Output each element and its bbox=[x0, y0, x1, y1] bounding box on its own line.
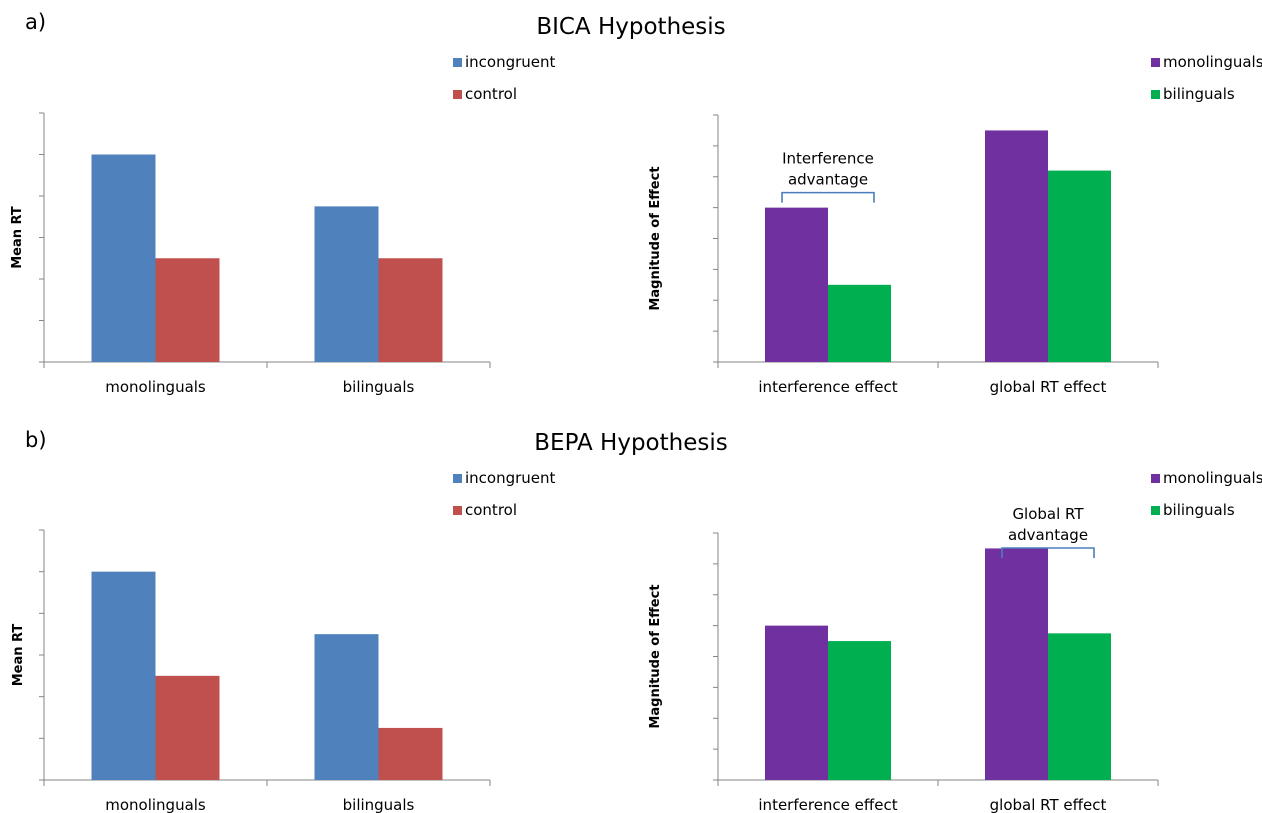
bar-bilinguals bbox=[1048, 633, 1111, 780]
legend-item-bilinguals: bilinguals bbox=[1151, 500, 1262, 520]
legend-swatch-control bbox=[453, 505, 462, 515]
bar-bilinguals bbox=[1048, 170, 1111, 362]
panel-label-a: a) bbox=[25, 10, 47, 34]
chart-svg: monolinguals bilinguals Mean RT bbox=[11, 529, 491, 813]
annotation-text: advantage bbox=[1008, 526, 1088, 544]
y-axis-label: Mean RT bbox=[10, 206, 25, 269]
section-title-b: BEPA Hypothesis bbox=[534, 430, 728, 456]
chart-svg: interference effect global RT effect Magni… bbox=[648, 505, 1159, 813]
legend-swatch-incongruent bbox=[453, 473, 462, 483]
x-tick-label: global RT effect bbox=[990, 796, 1107, 813]
bar-control bbox=[378, 727, 443, 780]
legend-swatch-monolinguals bbox=[1151, 57, 1160, 67]
legend-label: incongruent bbox=[465, 53, 556, 71]
x-tick-label: bilinguals bbox=[343, 378, 415, 396]
chart-bica-mean-rt: monolinguals bilinguals Mean RT bbox=[0, 95, 520, 405]
chart-bica-magnitude: interference effect global RT effect Magni… bbox=[640, 95, 1200, 405]
y-axis-label: Magnitude of Effect bbox=[648, 584, 663, 728]
legend-swatch-bilinguals bbox=[1151, 89, 1160, 99]
legend-label: monolinguals bbox=[1163, 469, 1262, 487]
bar-monolinguals bbox=[765, 207, 828, 362]
legend-label: bilinguals bbox=[1163, 501, 1235, 519]
x-tick-label: interference effect bbox=[758, 796, 897, 813]
legend-item-monolinguals: monolinguals bbox=[1151, 52, 1262, 72]
x-tick-label: bilinguals bbox=[343, 796, 415, 813]
bar-incongruent bbox=[91, 571, 156, 780]
annotation-bracket bbox=[781, 191, 875, 203]
legend-b-left: incongruent control bbox=[453, 468, 555, 532]
legend-item-control: control bbox=[453, 500, 555, 520]
x-tick-label: global RT effect bbox=[990, 378, 1107, 396]
chart-bepa-magnitude: interference effect global RT effect Magni… bbox=[640, 505, 1200, 813]
legend-label: control bbox=[465, 501, 517, 519]
legend-label: control bbox=[465, 85, 517, 103]
chart-svg: monolinguals bilinguals Mean RT bbox=[10, 112, 491, 396]
bar-control bbox=[155, 675, 220, 780]
bar-monolinguals bbox=[985, 130, 1048, 362]
section-title-a: BICA Hypothesis bbox=[536, 14, 726, 40]
legend-a-right: monolinguals bilinguals bbox=[1151, 52, 1262, 116]
bar-control bbox=[378, 258, 443, 362]
annotation-text: Global RT bbox=[1012, 505, 1084, 523]
legend-swatch-incongruent bbox=[453, 57, 462, 67]
x-tick-label: monolinguals bbox=[105, 796, 206, 813]
legend-item-monolinguals: monolinguals bbox=[1151, 468, 1262, 488]
legend-b-right: monolinguals bilinguals bbox=[1151, 468, 1262, 532]
legend-swatch-monolinguals bbox=[1151, 473, 1160, 483]
bar-monolinguals bbox=[985, 548, 1048, 780]
x-tick-label: interference effect bbox=[758, 378, 897, 396]
y-axis-label: Mean RT bbox=[11, 624, 26, 687]
chart-svg: interference effect global RT effect Magni… bbox=[648, 114, 1159, 396]
bar-bilinguals bbox=[828, 284, 891, 362]
legend-item-control: control bbox=[453, 84, 555, 104]
legend-item-bilinguals: bilinguals bbox=[1151, 84, 1262, 104]
bar-incongruent bbox=[314, 206, 379, 362]
legend-label: incongruent bbox=[465, 469, 556, 487]
annotation-bracket bbox=[1001, 547, 1095, 558]
legend-label: bilinguals bbox=[1163, 85, 1235, 103]
panel-label-b: b) bbox=[25, 428, 47, 452]
legend-label: monolinguals bbox=[1163, 53, 1262, 71]
legend-item-incongruent: incongruent bbox=[453, 52, 555, 72]
legend-swatch-bilinguals bbox=[1151, 505, 1160, 515]
bar-monolinguals bbox=[765, 625, 828, 780]
chart-bepa-mean-rt: monolinguals bilinguals Mean RT bbox=[0, 512, 520, 813]
bar-incongruent bbox=[314, 634, 379, 780]
annotation-text: Interference bbox=[782, 150, 874, 168]
bar-control bbox=[155, 258, 220, 362]
legend-item-incongruent: incongruent bbox=[453, 468, 555, 488]
y-axis-label: Magnitude of Effect bbox=[648, 166, 663, 310]
bar-bilinguals bbox=[828, 641, 891, 780]
bar-incongruent bbox=[91, 154, 156, 362]
legend-swatch-control bbox=[453, 89, 462, 99]
x-tick-label: monolinguals bbox=[105, 378, 206, 396]
annotation-text: advantage bbox=[788, 171, 868, 189]
legend-a-left: incongruent control bbox=[453, 52, 555, 116]
